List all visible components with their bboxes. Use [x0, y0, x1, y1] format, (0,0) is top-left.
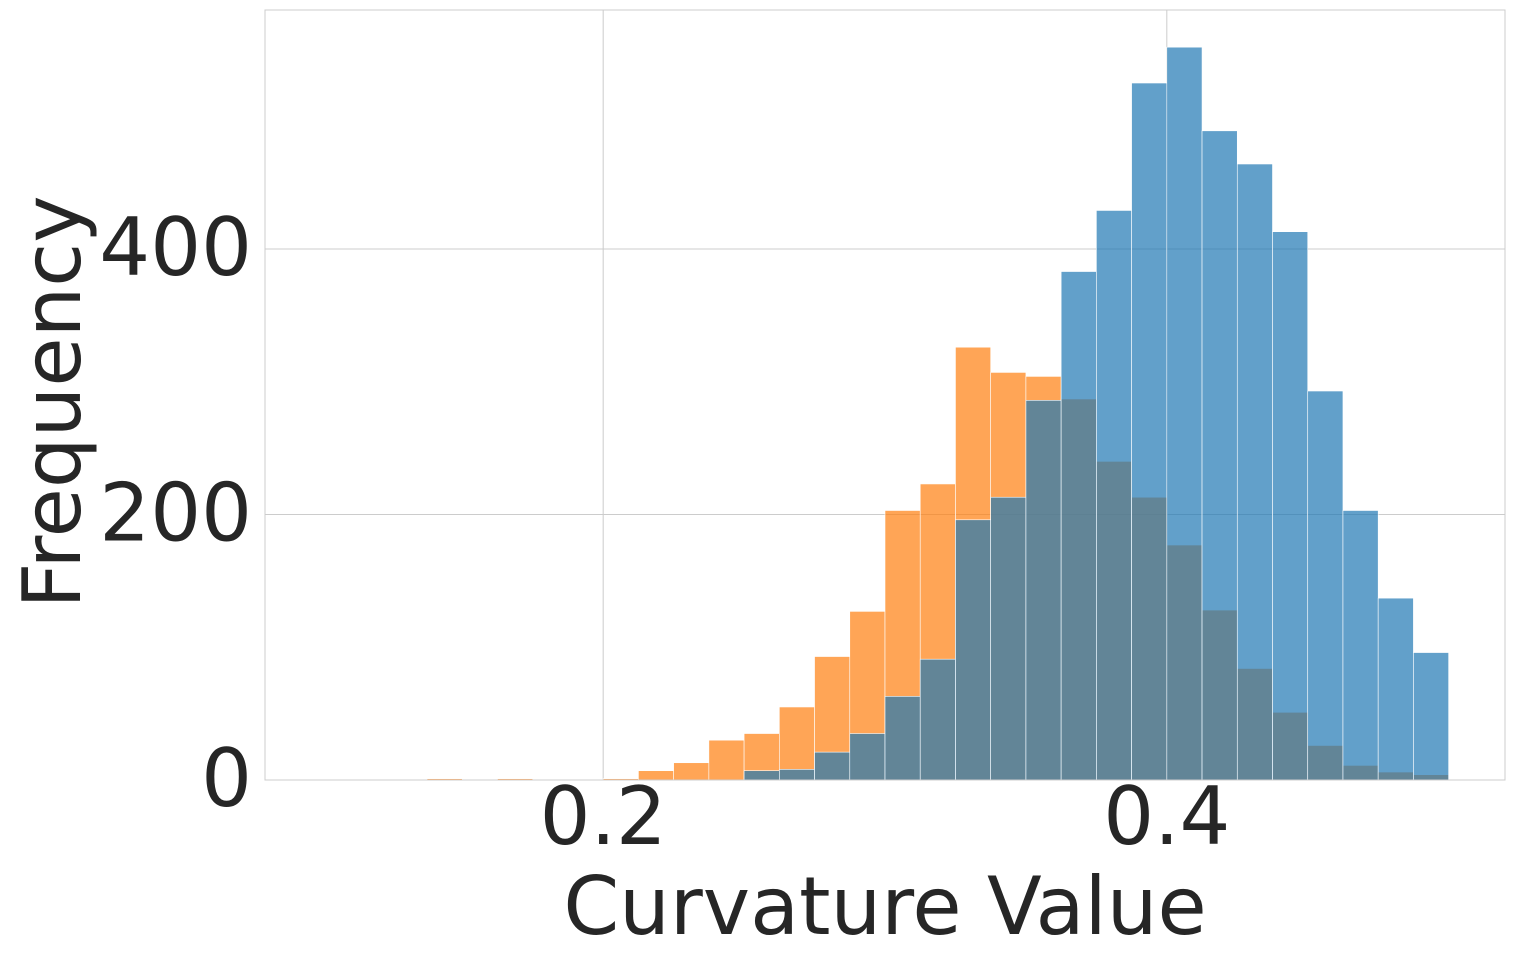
bar — [1307, 390, 1344, 781]
bar — [919, 658, 956, 781]
plot-frame — [264, 9, 1506, 781]
bar — [1236, 163, 1273, 781]
bar — [955, 519, 991, 781]
x-axis-label: Curvature Value — [563, 860, 1206, 953]
bar — [990, 496, 1027, 781]
bar — [849, 733, 886, 781]
y-tick-label: 0 — [201, 732, 252, 825]
bar — [1201, 130, 1238, 781]
bar — [1060, 271, 1097, 781]
x-tick-label: 0.2 — [540, 770, 667, 863]
bar — [1413, 652, 1449, 781]
bar — [638, 770, 674, 781]
bar — [1342, 510, 1379, 781]
x-tick-label: 0.4 — [1103, 770, 1230, 863]
bar — [814, 751, 851, 781]
bar — [1096, 210, 1132, 781]
bar — [1025, 400, 1062, 781]
bar — [884, 696, 921, 781]
bar — [743, 770, 780, 781]
bar — [1272, 231, 1309, 781]
bar — [779, 769, 815, 781]
bar — [673, 762, 710, 781]
y-axis-label: Frequency — [6, 195, 99, 608]
y-tick-label: 200 — [99, 466, 252, 559]
bar — [1166, 46, 1203, 781]
bar — [1377, 597, 1414, 781]
y-tick-label: 400 — [99, 201, 252, 294]
bar — [779, 706, 815, 781]
bar — [1131, 82, 1168, 781]
bar — [708, 739, 745, 781]
